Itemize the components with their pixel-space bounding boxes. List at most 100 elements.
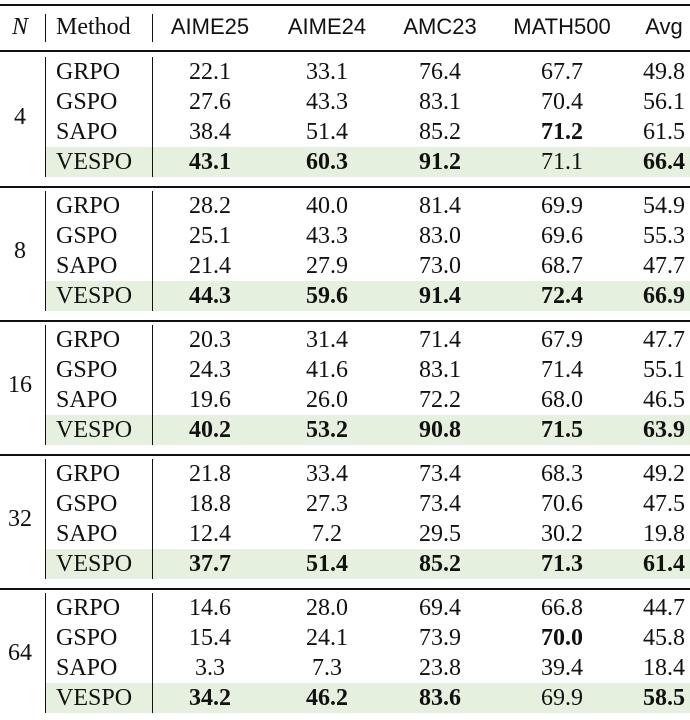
value-cell: 18.4 — [643, 655, 685, 681]
value-cell: 38.4 — [189, 119, 231, 145]
column-divider — [45, 14, 46, 42]
n-cell: 16 — [8, 372, 32, 398]
header-cell: Avg — [645, 14, 683, 39]
value-cell: 61.4 — [643, 551, 685, 577]
method-cell: SAPO — [56, 521, 118, 547]
value-cell: 24.3 — [189, 357, 231, 383]
header-cell: N — [11, 14, 29, 40]
value-cell: 47.7 — [643, 253, 685, 279]
header-cell: AIME25 — [170, 14, 250, 39]
value-cell: 61.5 — [643, 119, 685, 145]
value-cell: 72.4 — [541, 283, 583, 309]
n-cell: 4 — [14, 104, 26, 130]
value-cell: 71.4 — [419, 327, 461, 353]
method-cell: GRPO — [56, 59, 121, 85]
value-cell: 28.0 — [306, 595, 348, 621]
value-cell: 41.6 — [306, 357, 348, 383]
header-cell: AMC23 — [403, 14, 477, 39]
value-cell: 14.6 — [189, 595, 231, 621]
value-cell: 24.1 — [306, 625, 348, 651]
value-cell: 51.4 — [306, 119, 348, 145]
value-cell: 66.8 — [541, 595, 583, 621]
value-cell: 27.3 — [306, 491, 348, 517]
value-cell: 30.2 — [541, 521, 583, 547]
value-cell: 31.4 — [306, 327, 348, 353]
column-divider — [152, 57, 153, 177]
value-cell: 73.4 — [419, 491, 461, 517]
method-cell: VESPO — [56, 551, 133, 577]
value-cell: 12.4 — [189, 521, 231, 547]
value-cell: 71.3 — [541, 551, 583, 577]
column-divider — [152, 14, 153, 42]
value-cell: 55.1 — [643, 357, 685, 383]
value-cell: 22.1 — [189, 59, 231, 85]
value-cell: 46.5 — [643, 387, 685, 413]
column-divider — [152, 325, 153, 445]
method-cell: VESPO — [56, 685, 133, 711]
value-cell: 66.4 — [643, 149, 685, 175]
header-cell: Method — [56, 14, 131, 40]
method-cell: GRPO — [56, 327, 121, 353]
value-cell: 69.4 — [419, 595, 461, 621]
value-cell: 85.2 — [419, 119, 461, 145]
value-cell: 43.3 — [306, 223, 348, 249]
column-divider — [152, 459, 153, 579]
method-cell: VESPO — [56, 149, 133, 175]
value-cell: 40.2 — [189, 417, 231, 443]
value-cell: 68.3 — [541, 461, 583, 487]
value-cell: 21.8 — [189, 461, 231, 487]
n-cell: 8 — [14, 238, 26, 264]
value-cell: 54.9 — [643, 193, 685, 219]
n-cell: 64 — [8, 640, 32, 666]
header-cell: AIME24 — [287, 14, 367, 39]
value-cell: 43.3 — [306, 89, 348, 115]
value-cell: 59.6 — [306, 283, 348, 309]
header-rule — [0, 50, 690, 52]
value-cell: 63.9 — [643, 417, 685, 443]
value-cell: 53.2 — [306, 417, 348, 443]
method-cell: GSPO — [56, 89, 118, 115]
method-cell: SAPO — [56, 253, 118, 279]
group-rule — [0, 454, 690, 456]
value-cell: 83.6 — [419, 685, 461, 711]
method-cell: VESPO — [56, 417, 133, 443]
column-divider — [45, 57, 46, 177]
value-cell: 43.1 — [189, 149, 231, 175]
value-cell: 21.4 — [189, 253, 231, 279]
row-highlight — [45, 281, 690, 311]
group-rule — [0, 588, 690, 590]
method-cell: SAPO — [56, 119, 118, 145]
column-divider — [45, 459, 46, 579]
method-cell: GSPO — [56, 491, 118, 517]
row-highlight — [45, 415, 690, 445]
value-cell: 7.3 — [312, 655, 342, 681]
value-cell: 67.7 — [541, 59, 583, 85]
value-cell: 47.5 — [643, 491, 685, 517]
value-cell: 73.9 — [419, 625, 461, 651]
value-cell: 70.0 — [541, 625, 583, 651]
value-cell: 71.1 — [541, 149, 583, 175]
value-cell: 44.7 — [643, 595, 685, 621]
value-cell: 58.5 — [643, 685, 685, 711]
value-cell: 76.4 — [419, 59, 461, 85]
value-cell: 56.1 — [643, 89, 685, 115]
method-cell: GSPO — [56, 223, 118, 249]
value-cell: 69.6 — [541, 223, 583, 249]
value-cell: 33.4 — [306, 461, 348, 487]
method-cell: SAPO — [56, 387, 118, 413]
value-cell: 49.8 — [643, 59, 685, 85]
value-cell: 27.9 — [306, 253, 348, 279]
value-cell: 70.6 — [541, 491, 583, 517]
value-cell: 72.2 — [419, 387, 461, 413]
value-cell: 90.8 — [419, 417, 461, 443]
value-cell: 71.5 — [541, 417, 583, 443]
value-cell: 45.8 — [643, 625, 685, 651]
value-cell: 83.0 — [419, 223, 461, 249]
value-cell: 68.7 — [541, 253, 583, 279]
value-cell: 34.2 — [189, 685, 231, 711]
group-rule — [0, 320, 690, 322]
row-highlight — [45, 683, 690, 713]
value-cell: 51.4 — [306, 551, 348, 577]
method-cell: GSPO — [56, 625, 118, 651]
